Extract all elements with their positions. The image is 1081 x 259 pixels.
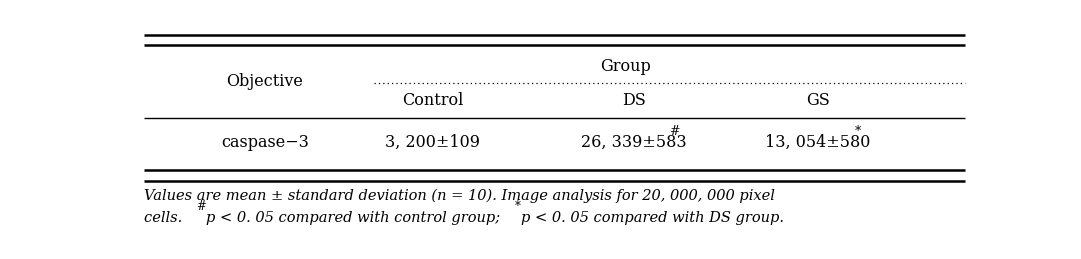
Text: #: # <box>197 200 206 213</box>
Text: Group: Group <box>600 59 651 75</box>
Text: 26, 339±583: 26, 339±583 <box>580 134 686 151</box>
Text: *: * <box>515 200 521 213</box>
Text: caspase−3: caspase−3 <box>221 134 309 151</box>
Text: DS: DS <box>622 92 645 109</box>
Text: Control: Control <box>402 92 464 109</box>
Text: p < 0. 05 compared with DS group.: p < 0. 05 compared with DS group. <box>521 211 784 225</box>
Text: 3, 200±109: 3, 200±109 <box>385 134 480 151</box>
Text: #: # <box>668 125 679 138</box>
Text: GS: GS <box>806 92 830 109</box>
Text: *: * <box>855 125 862 138</box>
Text: p < 0. 05 compared with control group;: p < 0. 05 compared with control group; <box>206 211 515 225</box>
Text: Objective: Objective <box>227 73 304 90</box>
Text: Values are mean ± standard deviation (n = 10). Image analysis for 20, 000, 000 p: Values are mean ± standard deviation (n … <box>144 188 774 203</box>
Text: 13, 054±580: 13, 054±580 <box>765 134 870 151</box>
Text: cells.: cells. <box>144 211 197 225</box>
